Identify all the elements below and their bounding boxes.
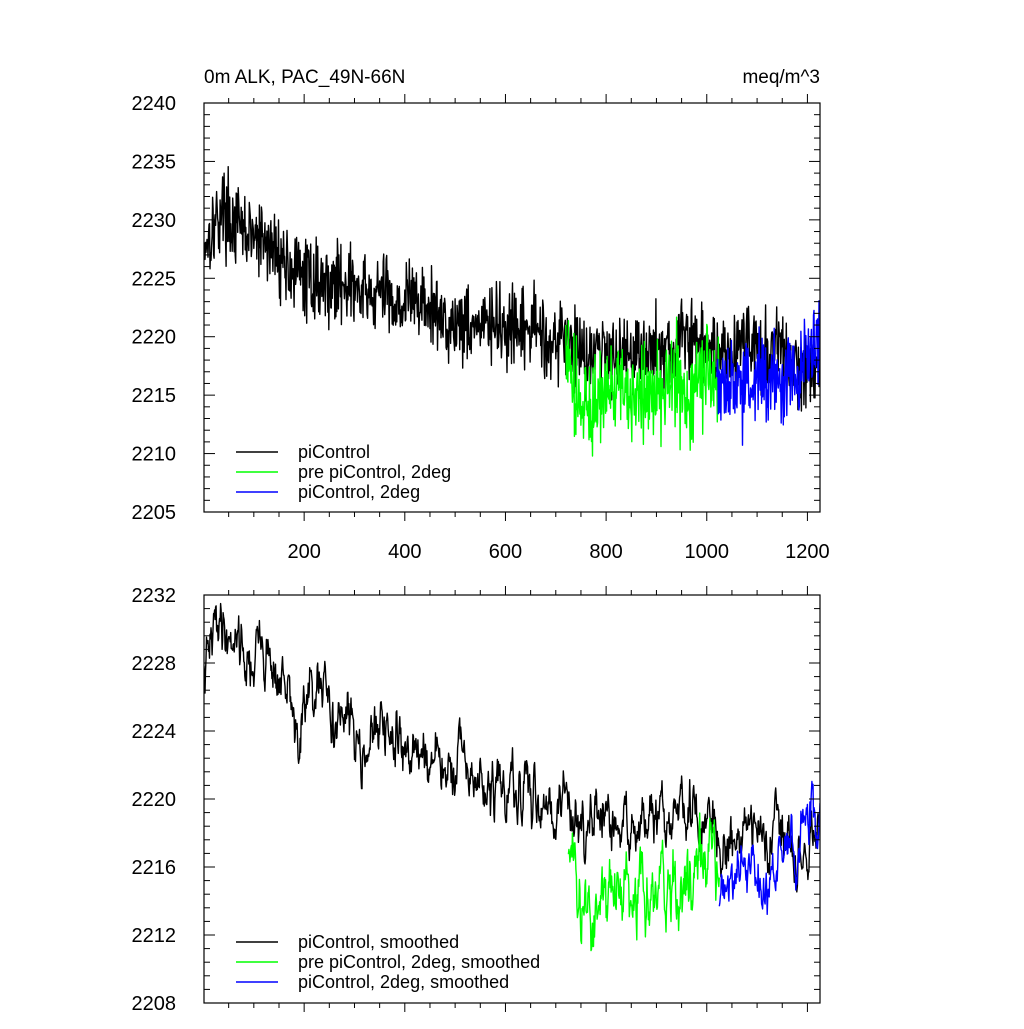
y-tick-label: 2228 (132, 653, 177, 675)
x-tick-label: 200 (287, 541, 320, 563)
legend-entry: pre piControl, 2deg (298, 462, 451, 482)
bottom-panel: 2208 2212 2216 2220 2224 2228 2232 piControl, s… (132, 585, 821, 1015)
legend-entry: piControl, 2deg, smoothed (298, 972, 509, 992)
legend-entry: piControl, 2deg (298, 482, 420, 502)
y-tick-label: 2240 (132, 93, 177, 115)
y-tick-label: 2220 (132, 789, 177, 811)
y-tick-label: 2235 (132, 151, 177, 173)
y-tick-label: 2212 (132, 925, 177, 947)
y-tick-label: 2215 (132, 385, 177, 407)
y-tick-label: 2230 (132, 210, 177, 232)
series-line-0-0 (204, 166, 820, 412)
legend-entry: piControl, smoothed (298, 932, 459, 952)
legend-entry: pre piControl, 2deg, smoothed (298, 952, 540, 972)
series-line-0-2 (716, 300, 820, 446)
x-tick-label: 1200 (785, 541, 830, 563)
y-tick-label: 2224 (132, 721, 177, 743)
series-line-1-2 (718, 780, 820, 915)
plot-frame (203, 102, 821, 513)
y-tick-label: 2210 (132, 444, 177, 466)
x-tick-label: 1000 (685, 541, 730, 563)
chart-title: 0m ALK, PAC_49N-66N (204, 67, 405, 88)
plot-frame (203, 594, 821, 1004)
series-line-1-0 (204, 602, 820, 893)
y-tick-label: 2232 (132, 585, 177, 607)
series-line-0-1 (565, 316, 720, 457)
y-tick-label: 2216 (132, 857, 177, 879)
units-label: meq/m^3 (742, 67, 820, 88)
legend-entry: piControl (298, 442, 370, 462)
x-tick-label: 800 (589, 541, 622, 563)
y-tick-label: 2225 (132, 268, 177, 290)
series-line-1-1 (567, 812, 720, 952)
y-tick-label: 2205 (132, 502, 177, 524)
top-panel: 0m ALK, PAC_49N-66N meq/m^3 200 400 600 800… (132, 67, 830, 563)
y-tick-label: 2220 (132, 327, 177, 349)
x-tick-label: 400 (388, 541, 421, 563)
y-tick-label: 2208 (132, 993, 177, 1015)
x-tick-label: 600 (489, 541, 522, 563)
